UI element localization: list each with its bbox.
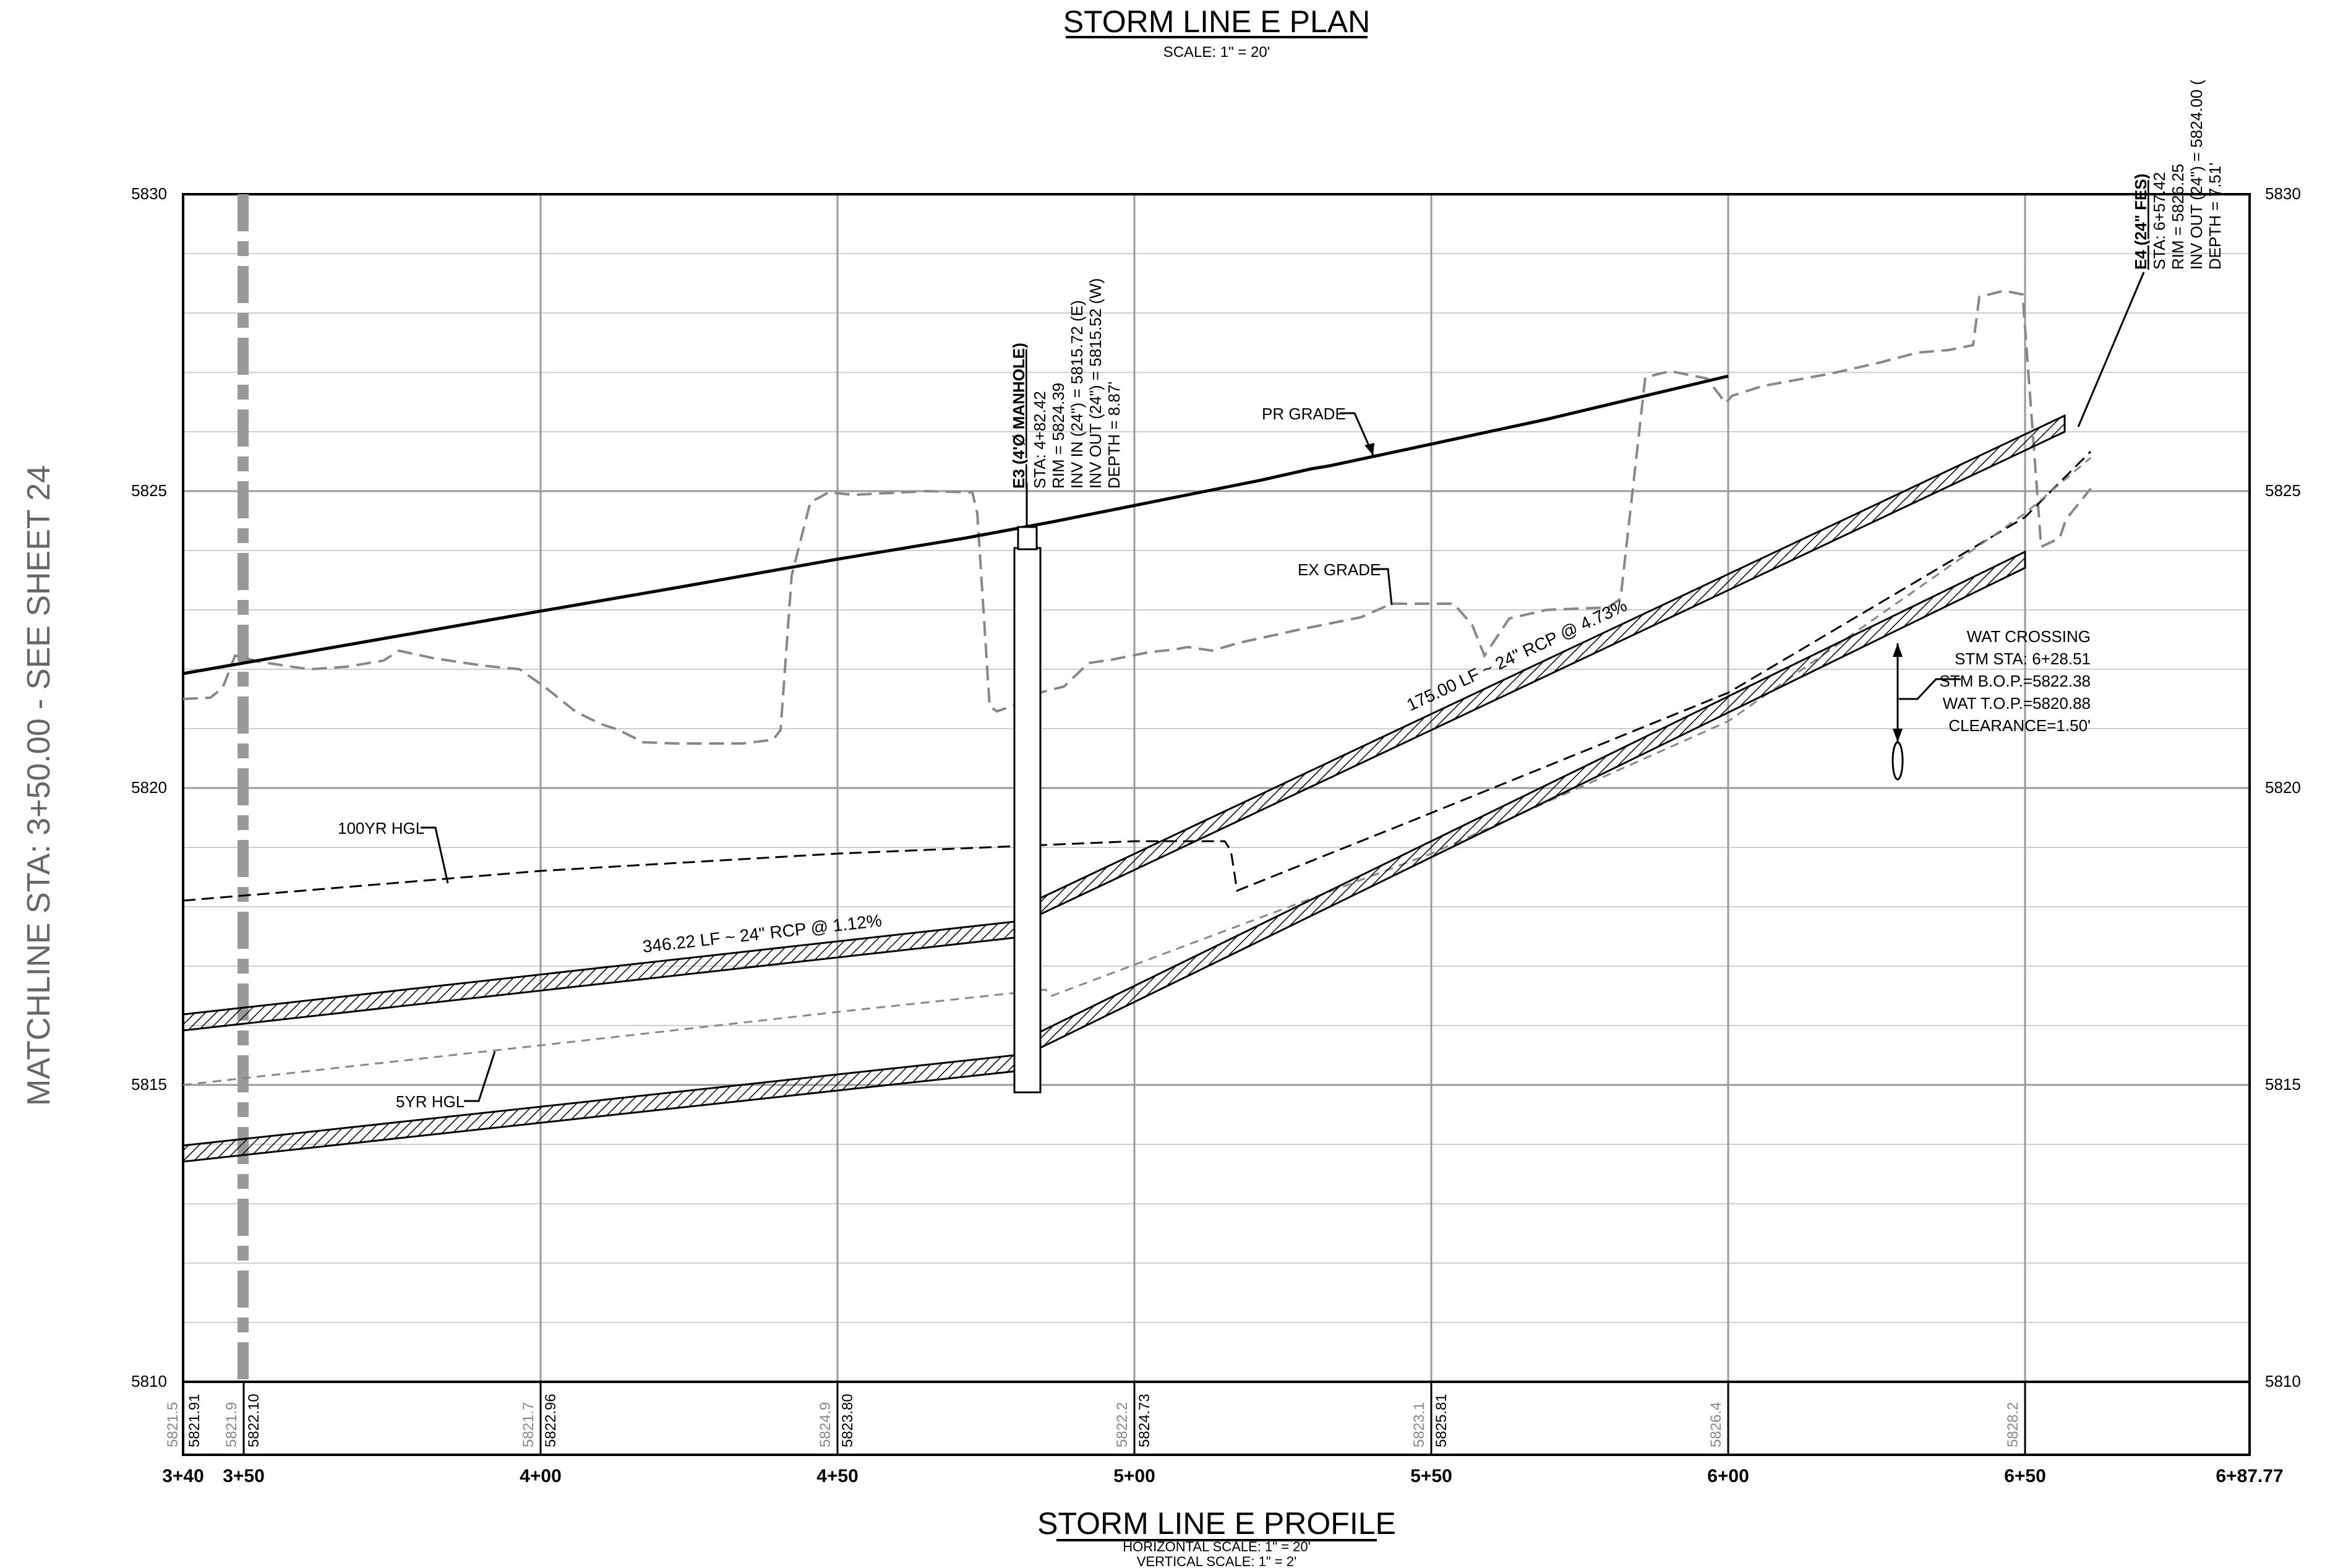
crossing-line: WAT T.O.P.=5820.88 [1943, 694, 2091, 713]
hgl-100yr-label: 100YR HGL [338, 819, 424, 838]
pr-grade-leader [1340, 412, 1374, 456]
ex-grade-label: EX GRADE [1298, 560, 1381, 579]
elevation-labels-left: 5830 5825 5820 5815 5810 [131, 184, 167, 1390]
station-grid [539, 194, 2026, 1382]
station-label: 6+50 [2004, 1466, 2046, 1486]
vertical-scale: VERTICAL SCALE: 1" = 2' [1137, 1554, 1296, 1568]
e3-line: INV IN (24") = 5815.72 (E) [1068, 300, 1086, 489]
ex-grade-elev: 5822.2 [1114, 1402, 1131, 1447]
crossing-line: WAT CROSSING [1967, 627, 2091, 646]
hgl-100yr-line [182, 450, 2092, 902]
ex-grade-leader [1373, 568, 1393, 606]
ex-grade-elev: 5821.9 [223, 1402, 240, 1447]
station-labels: 3+40 3+50 4+00 4+50 5+00 5+50 6+00 6+50 … [162, 1466, 2283, 1486]
elev-label: 5810 [2265, 1372, 2301, 1390]
e4-line: STA: 6+57.42 [2150, 172, 2169, 270]
ex-grade-elev: 5826.4 [1708, 1402, 1724, 1447]
pr-grade-elev: 5821.91 [186, 1394, 203, 1447]
station-label: 3+50 [223, 1466, 265, 1486]
e4-line: INV OUT (24") = 5824.00 ( [2187, 79, 2206, 270]
crossing-line: CLEARANCE=1.50' [1948, 716, 2091, 735]
e3-label: E3 (4'Ø MANHOLE) STA: 4+82.42 RIM = 5824… [1009, 278, 1123, 489]
ex-grade-elev: 5824.9 [817, 1402, 834, 1447]
minor-grid [183, 253, 2250, 1323]
elev-label: 5830 [2265, 184, 2301, 203]
e3-line: DEPTH = 8.87' [1105, 382, 1123, 489]
station-label: 5+00 [1113, 1466, 1155, 1486]
crossing-line: STM B.O.P.=5822.38 [1940, 672, 2091, 690]
station-band [182, 1381, 2251, 1456]
station-label: 4+50 [816, 1466, 859, 1486]
crossing-arrow-down [1893, 729, 1903, 742]
existing-grade-line [182, 289, 2092, 745]
plan-title: STORM LINE E PLAN [1063, 4, 1370, 39]
pr-grade-elev: 5825.81 [1433, 1394, 1450, 1447]
water-crossing-annotation: WAT CROSSING STM STA: 6+28.51 STM B.O.P.… [1940, 627, 2091, 735]
crossing-arrow-up [1893, 643, 1903, 657]
pr-grade-elev: 5822.96 [542, 1394, 559, 1447]
e3-title: E3 (4'Ø MANHOLE) [1009, 343, 1028, 489]
station-label: 5+50 [1410, 1466, 1452, 1486]
pr-grade-arrow [1364, 443, 1374, 455]
proposed-grade-elevations: 5821.91 5822.10 5822.96 5823.80 5824.73 … [186, 1394, 1450, 1447]
pipe1-top-wall [182, 920, 1016, 1032]
pr-grade-elev: 5824.73 [1136, 1394, 1153, 1447]
elev-label: 5810 [131, 1372, 167, 1390]
e4-line: RIM = 5826.25 [2169, 164, 2187, 270]
e4-title: E4 (24" FES) [2131, 174, 2150, 270]
matchline-label: MATCHLINE STA: 3+50.00 - SEE SHEET 24 [21, 465, 57, 1106]
pr-grade-elev: 5823.80 [839, 1394, 856, 1447]
hgl-5yr-line [182, 456, 2091, 1086]
elev-label: 5815 [131, 1075, 167, 1094]
crossing-line: STM STA: 6+28.51 [1955, 649, 2091, 668]
elevation-labels-right: 5830 5825 5820 5815 5810 [2265, 184, 2301, 1390]
manhole-e3 [1013, 547, 1042, 1094]
hgl-5yr-label: 5YR HGL [396, 1092, 465, 1111]
hgl-100yr-leader [421, 826, 449, 884]
elev-label: 5825 [131, 481, 167, 500]
crossing-leader [1899, 678, 1961, 700]
station-label: 6+87.77 [2216, 1466, 2283, 1486]
station-label: 6+00 [1707, 1466, 1749, 1486]
station-band-ticks [242, 1382, 2026, 1455]
elev-label: 5820 [2265, 778, 2301, 797]
e4-leader [2077, 272, 2145, 427]
water-line-ellipse [1891, 741, 1904, 781]
hgl-5yr-leader [464, 1051, 496, 1102]
e4-line: DEPTH = 7.51' [2206, 163, 2224, 270]
pr-grade-label: PR GRADE [1262, 405, 1346, 423]
e3-line: INV OUT (24") = 5815.52 (W) [1086, 278, 1105, 489]
proposed-grade-line [182, 374, 1729, 675]
ex-grade-elev: 5823.1 [1411, 1402, 1428, 1447]
ex-grade-elev: 5821.5 [165, 1402, 181, 1447]
elev-label: 5820 [131, 778, 167, 797]
station-label: 3+40 [162, 1466, 204, 1486]
elev-label: 5825 [2265, 481, 2301, 500]
e3-line: RIM = 5824.39 [1049, 383, 1068, 489]
pr-grade-elev: 5822.10 [246, 1394, 262, 1447]
existing-grade-elevations: 5821.5 5821.9 5821.7 5824.9 5822.2 5823.… [165, 1402, 2021, 1447]
horizontal-scale: HORIZONTAL SCALE: 1" = 20' [1123, 1539, 1311, 1554]
plan-scale: SCALE: 1" = 20' [1163, 44, 1270, 61]
profile-title: STORM LINE E PROFILE [1037, 1506, 1396, 1541]
e3-line: STA: 4+82.42 [1030, 391, 1049, 489]
pipe2-bottom-wall [1039, 550, 2026, 1050]
ex-grade-elev: 5821.7 [520, 1402, 537, 1447]
station-label: 4+00 [520, 1466, 562, 1486]
pipe2-label: 175.00 LF ~ 24" RCP @ 4.73% [1403, 596, 1630, 714]
elev-label: 5815 [2265, 1075, 2301, 1094]
manhole-e3-cone [1017, 526, 1038, 551]
ex-grade-elev: 5828.2 [2005, 1402, 2021, 1447]
elev-label: 5830 [131, 184, 167, 203]
e4-label: E4 (24" FES) STA: 6+57.42 RIM = 5826.25 … [2131, 79, 2224, 270]
